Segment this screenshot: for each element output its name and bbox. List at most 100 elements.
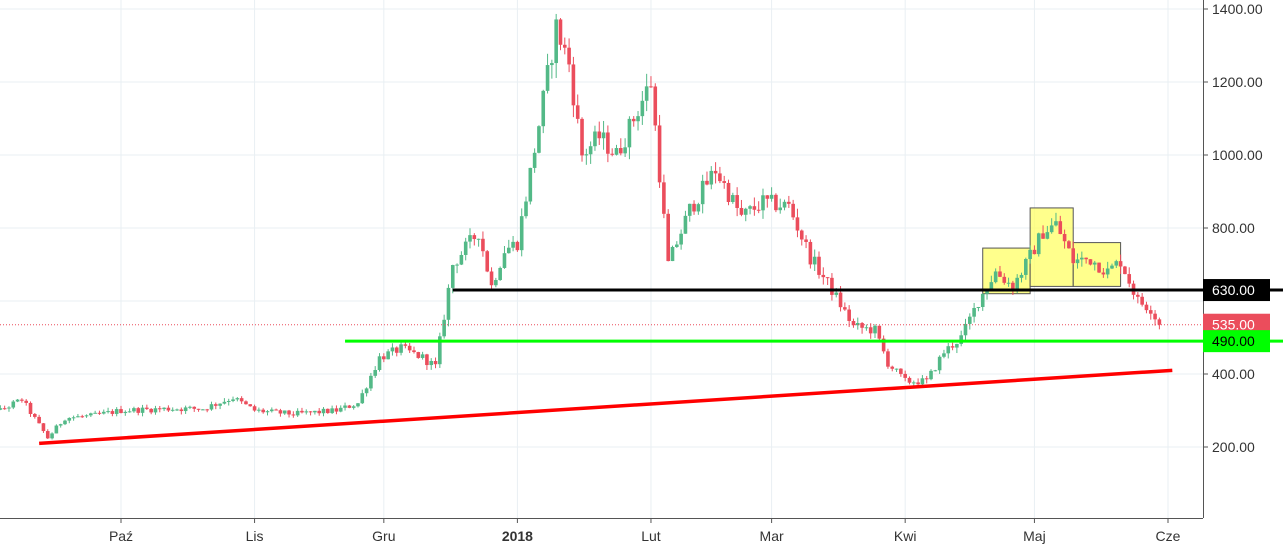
candle-2017-12-17 — [450, 264, 455, 294]
candle-2017-11-27 — [364, 387, 369, 397]
candle-body — [627, 118, 632, 148]
candle-2018-04-23 — [998, 265, 1002, 278]
candle-body — [774, 194, 778, 211]
candle-2018-02-23 — [743, 207, 748, 222]
candle-2017-11-02 — [257, 407, 261, 413]
candle-body — [1049, 225, 1054, 233]
label-630-bg — [1203, 279, 1270, 302]
candle-2018-04-21 — [989, 275, 994, 291]
candle-body — [515, 241, 520, 251]
candle-body — [946, 346, 951, 354]
candle-body — [446, 287, 451, 320]
candle-2017-12-09 — [416, 351, 421, 359]
candle-2018-01-13 — [567, 38, 571, 73]
candle-2018-03-27 — [881, 335, 886, 354]
candle-body — [222, 401, 227, 404]
candle-body — [825, 277, 830, 279]
candle-2018-01-30 — [640, 91, 645, 125]
candle-body — [244, 401, 248, 405]
candle-2017-10-05 — [136, 407, 141, 416]
candle-body — [226, 400, 231, 402]
candle-body — [795, 217, 800, 231]
candle-2017-09-13 — [41, 423, 46, 433]
candle-2018-05-06 — [1054, 212, 1058, 227]
candle-body — [399, 344, 403, 353]
label-490: 490.00 — [1212, 333, 1255, 349]
candle-2018-05-17 — [1101, 267, 1106, 278]
candle-body — [601, 132, 606, 139]
candle-body — [864, 327, 869, 329]
candle-body — [213, 404, 218, 406]
candle-body — [386, 351, 390, 360]
candle-body — [494, 280, 498, 286]
candle-body — [459, 254, 464, 265]
candle-2018-05-02 — [1036, 232, 1041, 257]
candle-body — [7, 407, 11, 409]
candle-2017-11-26 — [360, 389, 365, 404]
candle-2018-04-22 — [993, 268, 998, 284]
candle-2018-02-24 — [748, 204, 752, 215]
candle-body — [1011, 282, 1015, 291]
candle-body — [313, 410, 317, 413]
candle-2017-10-12 — [166, 405, 171, 413]
candle-2018-03-14 — [825, 277, 830, 286]
candle-body — [890, 366, 895, 369]
candle-2017-11-12 — [300, 407, 304, 414]
candle-body — [955, 343, 959, 348]
candle-body — [218, 403, 222, 406]
candle-2018-02-18 — [722, 175, 727, 189]
candle-2017-12-27 — [494, 277, 498, 288]
candle-body — [1140, 296, 1144, 305]
candle-2017-11-04 — [265, 410, 270, 416]
candle-body — [45, 431, 50, 439]
candle-body — [106, 411, 110, 413]
candle-2017-12-12 — [429, 358, 434, 370]
candle-body — [649, 86, 653, 88]
candle-body — [175, 409, 179, 411]
candle-2018-01-17 — [584, 148, 589, 165]
candle-body — [63, 420, 67, 425]
candle-2017-10-21 — [205, 408, 209, 413]
candle-2018-03-07 — [795, 208, 800, 238]
candle-2017-10-29 — [239, 396, 244, 404]
candle-body — [1071, 248, 1076, 264]
candle-body — [308, 411, 313, 413]
candle-2018-01-15 — [575, 94, 580, 124]
candle-body — [420, 354, 425, 358]
axes: 200.00 400.00 800.00 1000.00 1200.00 1400.00 P… — [0, 0, 1263, 544]
candle-body — [1067, 241, 1071, 249]
candle-body — [1127, 274, 1132, 284]
candle-2017-10-17 — [188, 405, 192, 410]
candle-2017-11-17 — [321, 407, 326, 417]
candle-2017-09-09 — [24, 399, 29, 406]
candle-2017-12-24 — [481, 231, 485, 257]
candle-body — [412, 350, 416, 353]
candle-body — [425, 354, 429, 366]
candle-2017-09-05 — [7, 406, 11, 412]
candle-body — [2, 408, 7, 410]
candle-2018-01-07 — [541, 89, 546, 134]
candle-2018-05-29 — [1153, 310, 1157, 326]
candle-2018-03-09 — [804, 235, 808, 249]
candle-2017-11-28 — [369, 372, 373, 392]
candle-2017-09-18 — [63, 419, 67, 426]
candle-2017-09-12 — [37, 414, 41, 424]
candle-body — [343, 405, 347, 408]
candle-body — [506, 247, 511, 254]
candle-2017-09-08 — [20, 398, 24, 403]
candle-2018-03-19 — [847, 305, 851, 328]
candle-2017-10-28 — [235, 397, 240, 402]
y-tick-label: 800.00 — [1212, 220, 1255, 236]
candle-body — [765, 195, 770, 199]
candle-body — [1045, 232, 1050, 239]
candle-body — [631, 118, 636, 122]
candle-body — [705, 180, 709, 185]
candle-2017-09-25 — [93, 410, 97, 414]
candle-2017-11-19 — [330, 405, 334, 414]
candle-body — [791, 203, 795, 218]
candle-2017-10-09 — [153, 405, 158, 415]
candle-body — [1157, 319, 1162, 325]
candle-2017-11-10 — [291, 411, 296, 418]
